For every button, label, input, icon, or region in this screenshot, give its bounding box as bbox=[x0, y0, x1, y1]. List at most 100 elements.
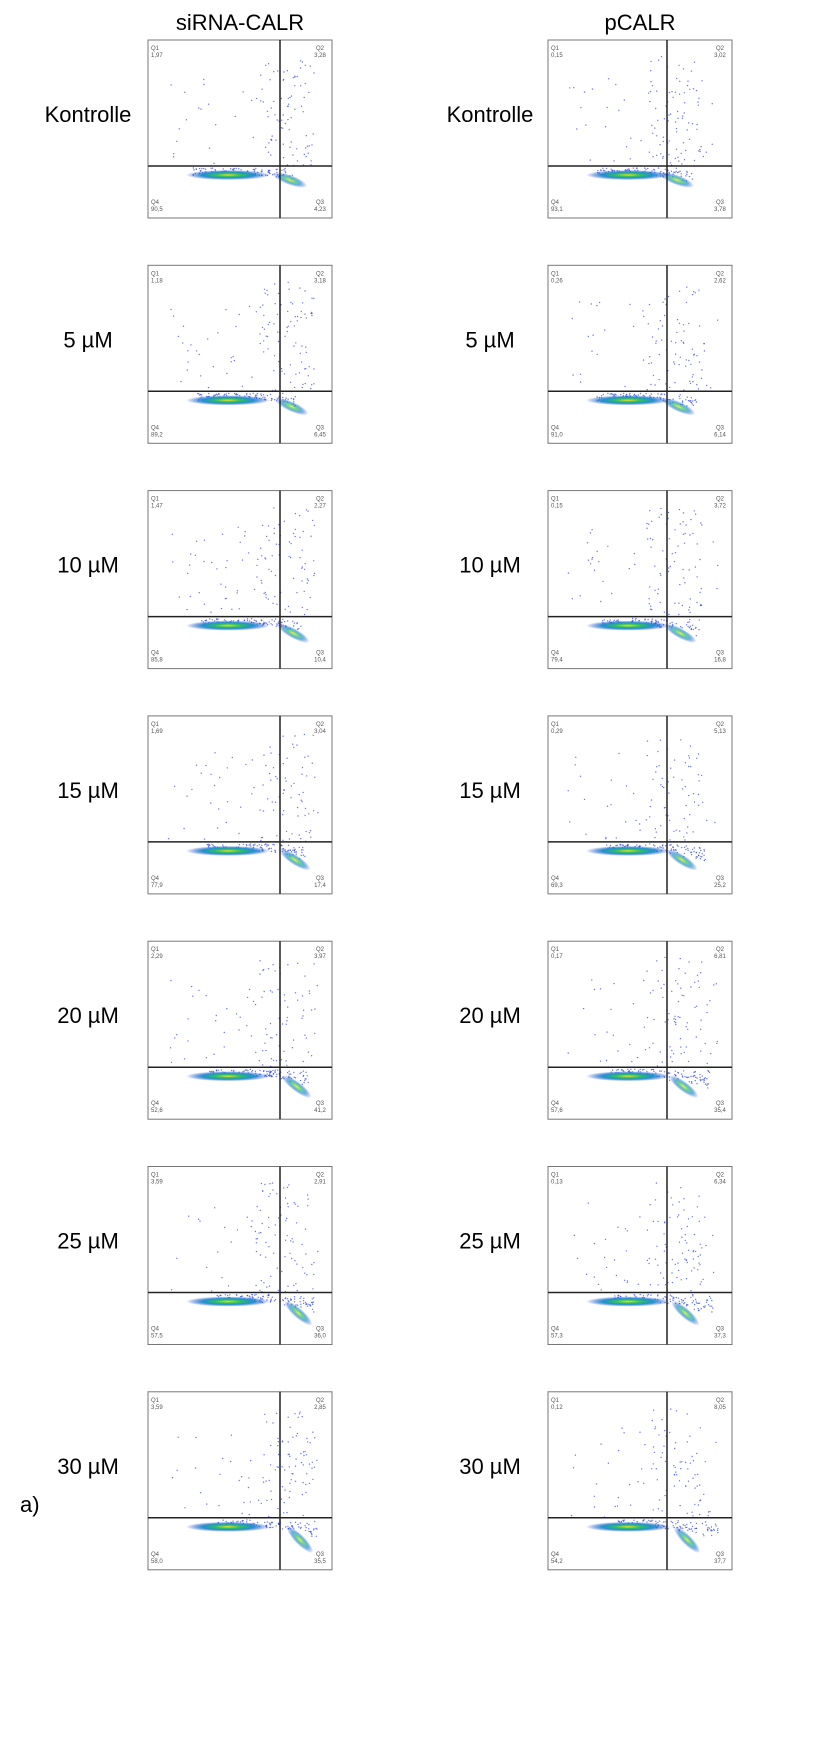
event-dot bbox=[287, 1441, 289, 1443]
event-dot bbox=[217, 618, 219, 620]
event-dot bbox=[691, 1216, 693, 1218]
event-dot bbox=[275, 1525, 277, 1527]
event-dot bbox=[295, 1458, 297, 1460]
event-dot bbox=[203, 539, 206, 541]
event-dot bbox=[281, 813, 284, 816]
event-dot bbox=[241, 1295, 243, 1297]
event-dot bbox=[647, 323, 649, 325]
event-dot bbox=[268, 1522, 271, 1525]
event-dot bbox=[696, 384, 698, 386]
event-dot bbox=[221, 1277, 223, 1279]
event-dot bbox=[275, 625, 277, 627]
event-dot bbox=[274, 596, 276, 598]
event-dot bbox=[616, 1505, 619, 1507]
event-dot bbox=[313, 524, 315, 527]
event-dot bbox=[292, 154, 294, 156]
quadrant-percent: 2,91 bbox=[314, 1180, 326, 1186]
event-dot bbox=[653, 1018, 655, 1021]
event-dot bbox=[313, 383, 315, 385]
event-dot bbox=[652, 539, 654, 541]
event-dot bbox=[224, 586, 227, 588]
event-dot bbox=[688, 175, 691, 178]
event-dot bbox=[644, 167, 646, 169]
event-dot bbox=[624, 385, 626, 388]
event-dot bbox=[288, 1070, 290, 1073]
event-dot bbox=[196, 540, 198, 542]
quadrant-name: Q2 bbox=[716, 947, 725, 953]
event-dot bbox=[190, 344, 192, 346]
event-dot bbox=[599, 1060, 602, 1062]
event-dot bbox=[209, 618, 211, 620]
event-dot bbox=[669, 1046, 671, 1048]
event-dot bbox=[591, 556, 594, 559]
event-dot bbox=[717, 319, 719, 321]
event-dot bbox=[272, 809, 275, 811]
event-dot bbox=[233, 392, 236, 395]
event-dot bbox=[208, 147, 211, 149]
event-dot bbox=[308, 366, 310, 368]
event-dot bbox=[693, 847, 696, 849]
event-dot bbox=[293, 782, 295, 785]
event-dot bbox=[706, 1011, 708, 1014]
event-dot bbox=[689, 625, 692, 627]
event-dot bbox=[679, 1526, 682, 1528]
event-dot bbox=[650, 70, 652, 72]
event-dot bbox=[200, 394, 203, 396]
event-dot bbox=[290, 117, 292, 119]
event-dot bbox=[649, 816, 651, 818]
quadrant-percent: 77,9 bbox=[151, 883, 163, 889]
event-dot bbox=[690, 1296, 692, 1299]
event-dot bbox=[296, 160, 299, 162]
event-dot bbox=[655, 1520, 657, 1523]
event-dot bbox=[689, 745, 692, 747]
event-dot bbox=[694, 292, 696, 294]
event-dot bbox=[631, 1061, 633, 1063]
event-dot bbox=[687, 1480, 690, 1482]
event-dot bbox=[203, 78, 205, 81]
quadrant-name: Q2 bbox=[316, 947, 325, 953]
event-dot bbox=[620, 393, 622, 396]
event-dot bbox=[305, 346, 307, 348]
event-dot bbox=[650, 362, 653, 364]
event-dot bbox=[305, 1454, 308, 1456]
event-dot bbox=[675, 1022, 677, 1024]
event-dot bbox=[633, 393, 636, 396]
event-dot bbox=[292, 625, 295, 627]
event-dot bbox=[303, 153, 305, 156]
event-dot bbox=[684, 839, 686, 841]
event-dot bbox=[657, 593, 659, 595]
event-dot bbox=[662, 844, 664, 846]
event-dot bbox=[689, 611, 691, 614]
event-dot bbox=[680, 152, 682, 155]
event-dot bbox=[262, 810, 265, 812]
event-dot bbox=[263, 351, 265, 353]
event-dot bbox=[268, 1285, 271, 1287]
event-dot bbox=[261, 524, 264, 527]
event-dot bbox=[309, 596, 311, 599]
event-dot bbox=[649, 1520, 651, 1522]
event-dot bbox=[671, 1295, 673, 1297]
event-dot bbox=[310, 836, 312, 838]
event-dot bbox=[291, 1047, 294, 1049]
event-dot bbox=[276, 119, 278, 121]
event-dot bbox=[281, 1023, 284, 1025]
event-dot bbox=[659, 320, 661, 322]
event-dot bbox=[308, 1530, 310, 1533]
event-dot bbox=[611, 1069, 614, 1071]
event-dot bbox=[266, 1421, 268, 1423]
event-dot bbox=[289, 1252, 291, 1255]
event-dot bbox=[673, 830, 675, 833]
event-dot bbox=[685, 1076, 688, 1079]
event-dot bbox=[699, 558, 701, 561]
event-dot bbox=[305, 1037, 308, 1039]
event-dot bbox=[271, 1075, 273, 1077]
event-dot bbox=[267, 968, 270, 970]
event-dot bbox=[658, 59, 660, 61]
event-dot bbox=[302, 111, 304, 113]
event-dot bbox=[277, 1441, 279, 1443]
event-dot bbox=[262, 1477, 264, 1479]
event-dot bbox=[699, 1243, 701, 1246]
event-dot bbox=[578, 301, 581, 303]
event-dot bbox=[296, 76, 298, 78]
event-dot bbox=[298, 846, 300, 849]
